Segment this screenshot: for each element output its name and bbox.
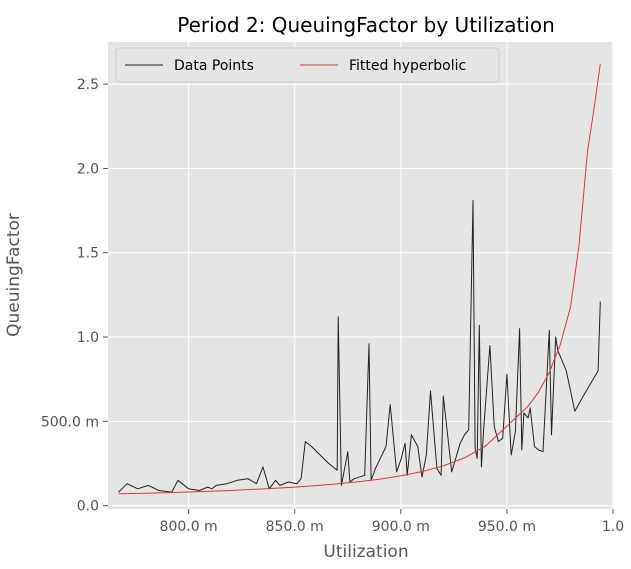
y-tick-label: 500.0 m [41, 414, 99, 430]
y-tick-label: 1.5 [77, 246, 99, 262]
x-tick-label: 1.0 [602, 519, 624, 535]
grid [108, 42, 614, 509]
y-tick-label: 1.0 [77, 330, 99, 346]
x-axis-label: Utilization [323, 542, 408, 562]
y-tick-label: 0.0 [77, 499, 99, 515]
legend-label-fitted-hyperbolic: Fitted hyperbolic [349, 58, 466, 74]
series-line-data-points [118, 200, 601, 493]
x-tick-label: 900.0 m [372, 519, 430, 535]
y-axis-ticks: 0.0 500.0 m 1.0 1.5 2.0 2.5 [41, 77, 108, 515]
plot-area-background [108, 42, 613, 509]
chart-title: Period 2: QueuingFactor by Utilization [177, 13, 555, 37]
legend-label-data-points: Data Points [174, 58, 254, 74]
y-tick-label: 2.5 [77, 77, 99, 93]
series-layer [118, 63, 601, 495]
series-line-fitted-hyperbolic [118, 63, 601, 495]
y-tick-label: 2.0 [77, 161, 99, 177]
x-tick-label: 800.0 m [160, 519, 218, 535]
x-tick-label: 850.0 m [266, 519, 324, 535]
y-axis-label: QueuingFactor [4, 213, 24, 337]
legend: Data Points Fitted hyperbolic [115, 47, 500, 83]
x-axis-ticks: 800.0 m 850.0 m 900.0 m 950.0 m 1.0 [160, 509, 624, 535]
x-tick-label: 950.0 m [478, 519, 536, 535]
